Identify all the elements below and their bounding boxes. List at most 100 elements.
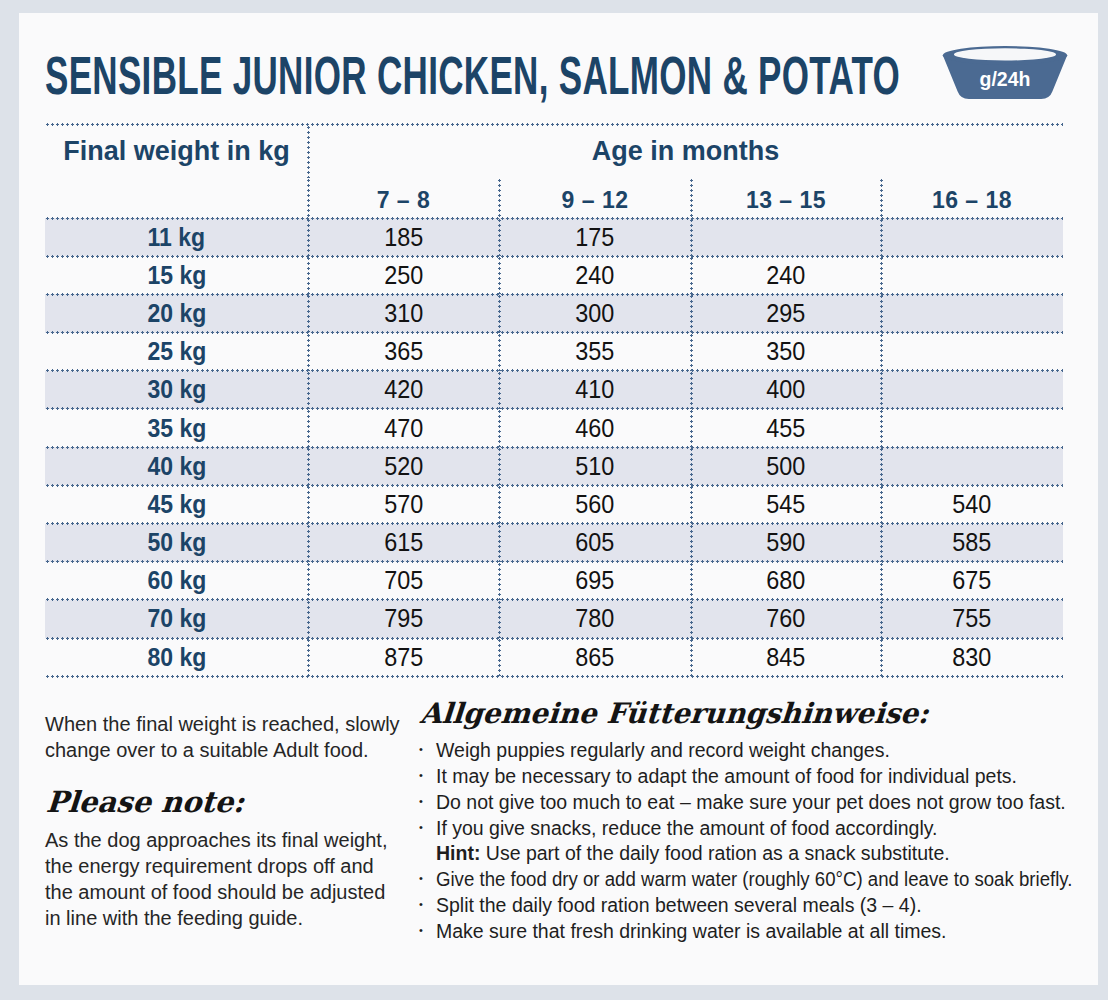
value-cell: 510: [499, 447, 691, 485]
bullet-dot: [419, 790, 436, 816]
weight-label: 15 kg: [147, 261, 206, 290]
bullet-dot: [419, 867, 436, 893]
weight-cell: 80 kg: [45, 638, 308, 676]
grams-value: 500: [766, 451, 805, 482]
weight-cell: 60 kg: [45, 562, 308, 600]
age-column-header: 9 – 12: [562, 187, 629, 214]
list-item: It may be necessary to adapt the amount …: [419, 764, 1072, 790]
grams-value: 350: [766, 336, 805, 367]
grams-value: 520: [384, 451, 423, 482]
value-cell: 355: [499, 333, 691, 371]
table-row: 35 kg470460455: [45, 409, 1063, 447]
table-header-row: Final weight in kg Age in months: [45, 125, 1063, 178]
bullet-text: Split the daily food ration between seve…: [436, 893, 1072, 919]
age-group-header: Age in months: [592, 136, 780, 167]
value-cell: [881, 371, 1063, 409]
value-cell: 755: [881, 600, 1063, 638]
grams-value: 845: [766, 642, 805, 673]
table-row: 50 kg615605590585: [45, 524, 1063, 562]
grams-value: 540: [952, 489, 991, 520]
value-cell: 185: [308, 218, 499, 256]
age-column-header-cell: 13 – 15: [691, 178, 881, 218]
bullet-text: Give the food dry or add warm water (rou…: [436, 867, 1043, 893]
value-cell: 615: [308, 524, 499, 562]
table-row: 80 kg875865845830: [45, 638, 1063, 676]
value-cell: 830: [881, 638, 1063, 676]
value-cell: [691, 218, 881, 256]
list-item: If you give snacks, reduce the amount of…: [419, 816, 1072, 842]
grams-value: 355: [575, 336, 614, 367]
bullet-dot: [419, 841, 436, 867]
grams-value: 615: [384, 527, 423, 558]
value-cell: 310: [308, 294, 499, 332]
bullet-text: Make sure that fresh drinking water is a…: [436, 919, 1072, 945]
value-cell: 570: [308, 485, 499, 523]
dog-bowl-icon: g/24h: [940, 43, 1070, 107]
weight-cell: 20 kg: [45, 294, 308, 332]
title-wrap: SENSIBLE JUNIOR CHICKEN, SALMON & POTATO: [45, 44, 900, 106]
grams-value: 585: [952, 527, 991, 558]
value-cell: [881, 218, 1063, 256]
grams-value: 240: [575, 260, 614, 291]
grams-value: 300: [575, 298, 614, 329]
grams-value: 705: [384, 565, 423, 596]
age-column-header-cell: 9 – 12: [499, 178, 691, 218]
value-cell: 780: [499, 600, 691, 638]
bullet-text: Weigh puppies regularly and record weigh…: [436, 738, 1072, 764]
value-cell: 240: [499, 256, 691, 294]
table-body: 11 kg18517515 kg25024024020 kg3103002952…: [45, 218, 1063, 676]
weight-cell: 70 kg: [45, 600, 308, 638]
value-cell: 455: [691, 409, 881, 447]
grams-value: 410: [575, 374, 614, 405]
age-column-header: 7 – 8: [377, 187, 431, 214]
badge-label: g/24h: [980, 68, 1031, 90]
final-weight-header-cell: Final weight in kg: [45, 125, 308, 178]
value-cell: 705: [308, 562, 499, 600]
table-row: 40 kg 520 510 500: [45, 447, 1063, 485]
weight-label: 70 kg: [147, 604, 206, 633]
list-item: Give the food dry or add warm water (rou…: [419, 867, 1072, 893]
value-cell: 545: [691, 485, 881, 523]
bullet-dot: [419, 919, 436, 945]
bullet-dot: [419, 764, 436, 790]
value-cell: 500: [691, 447, 881, 485]
grams-value: 310: [384, 298, 423, 329]
grams-value: 795: [384, 603, 423, 634]
value-cell: [881, 256, 1063, 294]
age-group-header-cell: Age in months: [308, 125, 1063, 178]
grams-value: 570: [384, 489, 423, 520]
weight-label: 40 kg: [147, 452, 206, 481]
grams-value: 875: [384, 642, 423, 673]
final-weight-header: Final weight in kg: [63, 136, 290, 167]
notes-section: When the final weight is reached, slowly…: [45, 697, 1072, 944]
grams-value: 590: [766, 527, 805, 558]
value-cell: 400: [691, 371, 881, 409]
table-row: 11 kg 185175: [45, 218, 1063, 256]
value-cell: 605: [499, 524, 691, 562]
table-row: 15 kg250240240: [45, 256, 1063, 294]
grams-value: 830: [952, 642, 991, 673]
weight-label: 11 kg: [148, 223, 206, 252]
empty-subheader-cell: [45, 178, 308, 218]
grams-value: 675: [952, 565, 991, 596]
grams-value: 365: [384, 336, 423, 367]
table-subheader-row: 7 – 8 9 – 12 13 – 1516 – 18: [45, 178, 1063, 218]
grams-value: 755: [952, 603, 991, 634]
table-row: 25 kg365355350: [45, 333, 1063, 371]
bullet-text: Do not give too much to eat – make sure …: [436, 790, 1072, 816]
value-cell: 420: [308, 371, 499, 409]
table-row: 30 kg420410400: [45, 371, 1063, 409]
value-cell: 175: [499, 218, 691, 256]
value-cell: 875: [308, 638, 499, 676]
age-column-header-cell: 16 – 18: [881, 178, 1063, 218]
weight-label: 80 kg: [147, 643, 206, 672]
value-cell: 680: [691, 562, 881, 600]
list-item: Do not give too much to eat – make sure …: [419, 790, 1072, 816]
weight-cell: 11 kg: [45, 218, 308, 256]
grams-value: 455: [766, 413, 805, 444]
grams-value: 695: [575, 565, 614, 596]
feeding-guide-card: SENSIBLE JUNIOR CHICKEN, SALMON & POTATO…: [19, 13, 1098, 985]
notes-right-column: Allgemeine Fütterungshinweise: Weigh pup…: [419, 697, 1072, 944]
list-item: Make sure that fresh drinking water is a…: [419, 919, 1072, 945]
value-cell: 240: [691, 256, 881, 294]
